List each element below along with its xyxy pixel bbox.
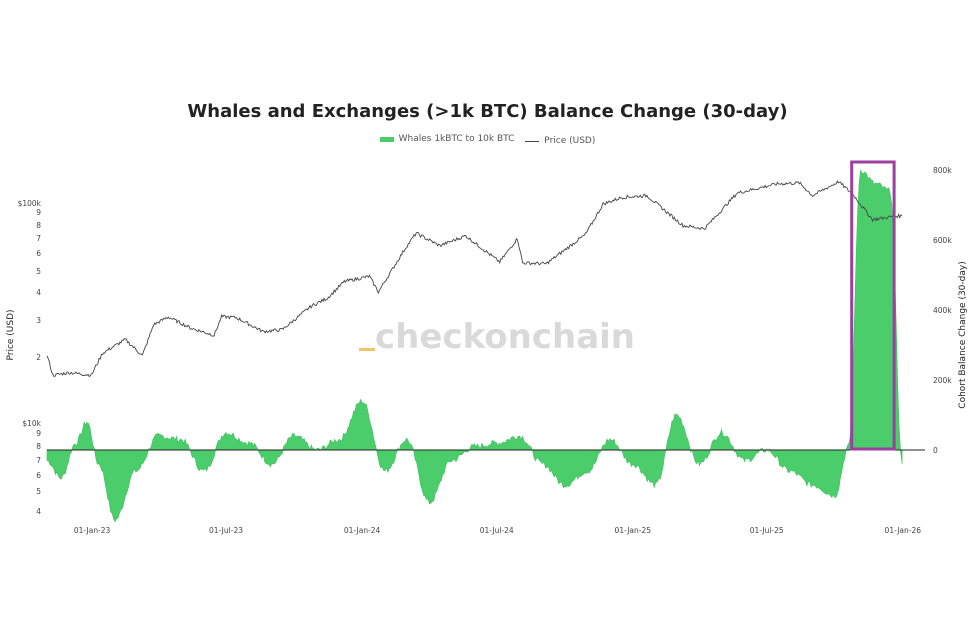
watermark: checkonchain (359, 317, 635, 357)
left-tick-lower: 7 (36, 456, 41, 465)
left-tick-lower: 4 (36, 507, 41, 516)
left-tick-lower: 5 (36, 487, 41, 496)
chart-title: Whales and Exchanges (>1k BTC) Balance C… (187, 101, 788, 122)
left-tick-upper: 5 (36, 267, 41, 276)
legend-swatch-whales (379, 136, 394, 142)
left-tick-upper: 8 (36, 221, 41, 230)
left-tick-upper: $100k (18, 199, 42, 208)
price-line (46, 179, 903, 378)
legend-label-price: Price (USD) (544, 136, 596, 146)
highlight-box (850, 160, 896, 451)
balance-change-area (46, 169, 903, 523)
left-tick-upper: 2 (36, 353, 41, 362)
right-axis-title: Cohort Balance Change (30-day) (958, 261, 968, 408)
left-tick-upper: 3 (36, 316, 41, 325)
watermark-text: checkonchain (375, 317, 635, 357)
x-tick: 01-Jul-24 (480, 526, 514, 535)
legend-item-whales[interactable]: Whales 1kBTC to 10k BTC (379, 134, 515, 144)
x-tick: 01-Jan-24 (344, 526, 381, 535)
x-tick: 01-Jan-25 (615, 526, 652, 535)
right-tick: 400k (933, 306, 952, 315)
x-tick: 01-Jul-25 (750, 526, 784, 535)
left-tick-lower: $10k (22, 419, 41, 428)
x-tick: 01-Jan-23 (74, 526, 111, 535)
legend-label-whales: Whales 1kBTC to 10k BTC (398, 134, 515, 144)
right-tick: 800k (933, 166, 952, 175)
watermark-accent (359, 348, 375, 351)
right-tick: 0 (933, 446, 938, 455)
legend: Whales 1kBTC to 10k BTC Price (USD) (0, 134, 975, 146)
right-tick: 200k (933, 376, 952, 385)
left-tick-upper: 9 (36, 208, 41, 217)
left-tick-lower: 9 (36, 429, 41, 438)
left-axis-title: Price (USD) (6, 309, 16, 360)
left-tick-upper: 6 (36, 249, 41, 258)
right-tick: 600k (933, 236, 952, 245)
left-tick-upper: 4 (36, 288, 41, 297)
x-tick: 01-Jan-26 (885, 526, 922, 535)
right-axis-ticks: 800k 600k 400k 200k 0 (933, 166, 952, 455)
left-tick-upper: 7 (36, 234, 41, 243)
x-tick: 01-Jul-23 (209, 526, 243, 535)
left-tick-lower: 6 (36, 471, 41, 480)
price-series (46, 179, 903, 378)
left-tick-lower: 8 (36, 442, 41, 451)
legend-swatch-price (525, 140, 540, 142)
highlight-rect (850, 160, 896, 451)
balance-change-series (46, 169, 903, 523)
legend-item-price[interactable]: Price (USD) (525, 136, 595, 146)
x-axis-ticks: 01-Jan-23 01-Jul-23 01-Jan-24 01-Jul-24 01-J… (74, 526, 921, 535)
